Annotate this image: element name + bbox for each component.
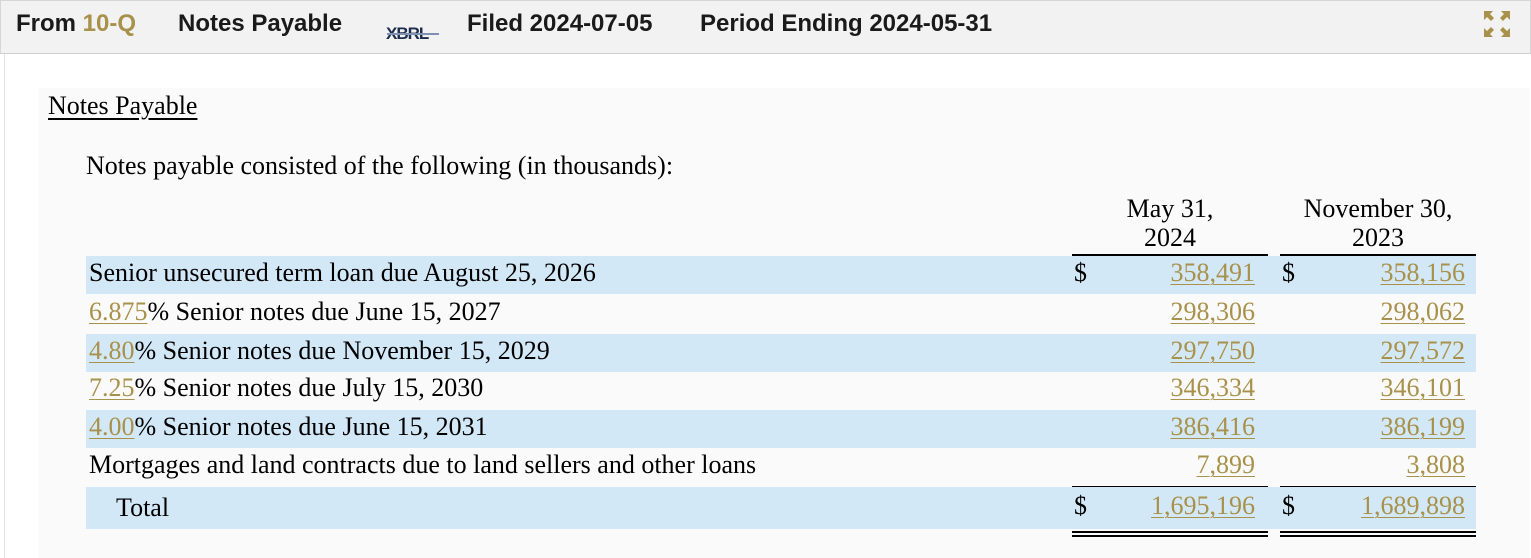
value-may-2024[interactable]: 7,899: [1196, 450, 1256, 479]
filed-date: Filed 2024-07-05: [467, 10, 653, 37]
value-nov-2023[interactable]: 358,156: [1380, 258, 1466, 287]
value-may-2024[interactable]: 386,416: [1170, 412, 1256, 441]
row-label-text: Senior unsecured term loan due August 25…: [89, 258, 596, 287]
period-ending: Period Ending 2024-05-31: [700, 10, 993, 37]
table-row: 7.25% Senior notes due July 15, 2030 346…: [86, 371, 1476, 409]
total-row: Total $ 1,695,196 $ 1,689,898: [86, 487, 1476, 529]
value-may-2024[interactable]: 346,334: [1170, 373, 1256, 402]
intro-text: Notes payable consisted of the following…: [86, 151, 674, 180]
subtotal-rule: [1280, 486, 1476, 487]
from-label: From: [16, 10, 76, 37]
row-label: 4.80% Senior notes due November 15, 2029: [89, 336, 550, 366]
row-label-text: % Senior notes due June 15, 2027: [147, 297, 501, 326]
form-type-link[interactable]: 10-Q: [82, 10, 137, 37]
form-source: From 10-Q: [16, 10, 136, 38]
currency-symbol: $: [1282, 491, 1295, 520]
table-row: 4.80% Senior notes due November 15, 2029…: [86, 334, 1476, 372]
value-nov-2023[interactable]: 298,062: [1380, 297, 1466, 326]
currency-symbol: $: [1074, 258, 1087, 287]
row-label: 6.875% Senior notes due June 15, 2027: [89, 297, 501, 327]
table-row: Mortgages and land contracts due to land…: [86, 448, 1476, 486]
row-label-text: % Senior notes due June 15, 2031: [134, 412, 488, 441]
table-row: Senior unsecured term loan due August 25…: [86, 256, 1476, 294]
row-label: Mortgages and land contracts due to land…: [89, 450, 756, 480]
rate-link[interactable]: 4.80: [89, 336, 135, 365]
column-header-line: November 30,: [1303, 194, 1453, 223]
total-label: Total: [116, 493, 170, 522]
rate-link[interactable]: 4.00: [89, 412, 135, 441]
table-row: 4.00% Senior notes due June 15, 2031 386…: [86, 410, 1476, 448]
column-header-line: 2024: [1144, 223, 1196, 252]
row-label: 4.00% Senior notes due June 15, 2031: [89, 412, 488, 442]
document-area: [4, 54, 1531, 558]
page-title: Notes Payable: [48, 91, 198, 120]
subtotal-rule: [1072, 486, 1268, 487]
column-header-line: May 31,: [1126, 194, 1214, 223]
value-may-2024[interactable]: 297,750: [1170, 336, 1256, 365]
row-label: 7.25% Senior notes due July 15, 2030: [89, 373, 483, 403]
row-label: Senior unsecured term loan due August 25…: [89, 258, 596, 288]
total-double-rule: [1072, 531, 1268, 537]
row-label-text: % Senior notes due July 15, 2030: [134, 373, 484, 402]
rate-link[interactable]: 7.25: [89, 373, 135, 402]
currency-symbol: $: [1282, 258, 1295, 287]
document-panel: [39, 88, 1529, 558]
column-header-line: 2023: [1352, 223, 1404, 252]
total-double-rule: [1280, 531, 1476, 537]
filing-header: From 10-Q Notes Payable XBRL Filed 2024-…: [0, 0, 1531, 54]
section-name: Notes Payable: [178, 10, 343, 37]
total-may-2024[interactable]: 1,695,196: [1151, 491, 1255, 520]
row-label-text: Mortgages and land contracts due to land…: [89, 450, 757, 479]
rate-link[interactable]: 6.875: [89, 297, 148, 326]
total-nov-2023[interactable]: 1,689,898: [1361, 491, 1465, 520]
currency-symbol: $: [1074, 491, 1087, 520]
table-row: 6.875% Senior notes due June 15, 2027 29…: [86, 295, 1476, 333]
column-header-may-2024: May 31, 2024: [1070, 194, 1270, 252]
value-nov-2023[interactable]: 346,101: [1380, 373, 1466, 402]
row-label-text: % Senior notes due November 15, 2029: [134, 336, 550, 365]
value-nov-2023[interactable]: 297,572: [1380, 336, 1466, 365]
value-may-2024[interactable]: 358,491: [1170, 258, 1256, 287]
value-nov-2023[interactable]: 3,808: [1406, 450, 1466, 479]
expand-icon[interactable]: [1484, 11, 1510, 37]
column-header-nov-2023: November 30, 2023: [1280, 194, 1476, 252]
value-may-2024[interactable]: 298,306: [1170, 297, 1256, 326]
column-header-rule: [1280, 254, 1476, 256]
column-header-rule: [1072, 254, 1268, 256]
value-nov-2023[interactable]: 386,199: [1380, 412, 1466, 441]
